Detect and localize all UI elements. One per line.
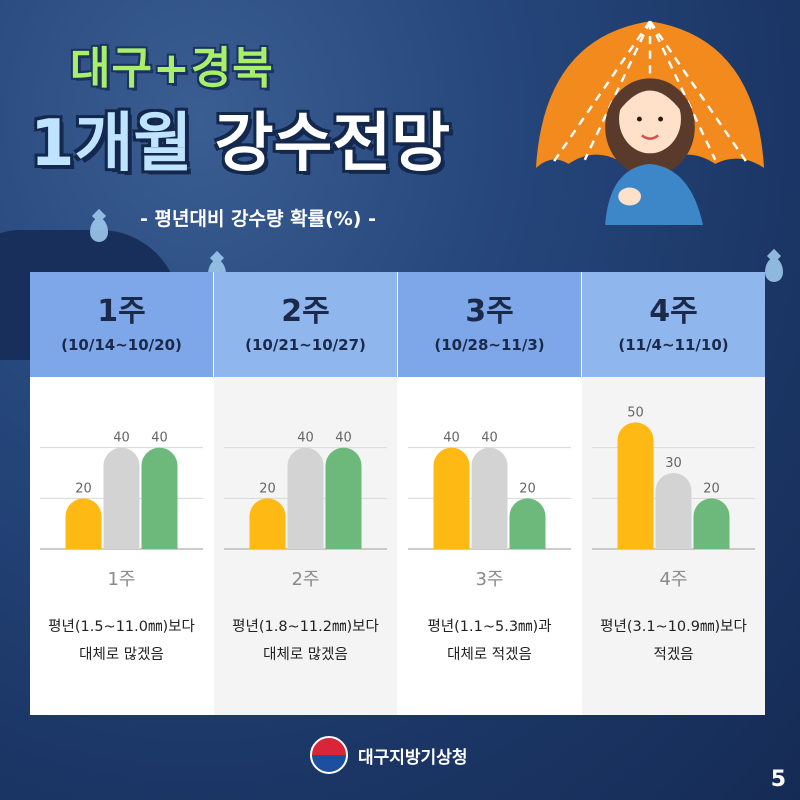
bar <box>249 498 286 549</box>
bar <box>509 498 546 549</box>
week-range: (10/14~10/20) <box>61 336 182 354</box>
week-caption: 2주 <box>291 569 320 590</box>
bar <box>103 447 140 549</box>
week-caption: 4주 <box>659 569 688 590</box>
week-range: (10/21~10/27) <box>245 336 366 354</box>
bar-value-label: 40 <box>481 431 498 446</box>
bar-value-label: 20 <box>703 481 720 496</box>
forecast-table: 1주 (10/14~10/20) 20 40 40 1주 평년(1.5~11.0㎜)… <box>30 272 765 715</box>
description-line: 대체로 많겠음 <box>79 647 164 663</box>
week-body: 40 40 20 3주 평년(1.1~5.3㎜)과 대체로 적겠음 <box>398 377 581 715</box>
bar <box>693 498 730 549</box>
week-description: 평년(3.1~10.9㎜)보다 적겠음 <box>582 613 765 669</box>
week-column: 4주 (11/4~11/10) 50 30 20 4주 평년(3.1~10.9㎜)보… <box>582 272 765 715</box>
week-label: 3주 <box>465 294 514 329</box>
week-label: 4주 <box>649 294 698 329</box>
bar-value-label: 20 <box>519 481 536 496</box>
description-line: 대체로 많겠음 <box>263 647 348 663</box>
week-body: 20 40 40 1주 평년(1.5~11.0㎜)보다 대체로 많겠음 <box>30 377 213 715</box>
description-line: 평년(1.5~11.0㎜)보다 <box>48 619 195 635</box>
week-body: 50 30 20 4주 평년(3.1~10.9㎜)보다 적겠음 <box>582 377 765 715</box>
main-title-highlight: 1개월 <box>30 107 193 181</box>
description-line: 평년(3.1~10.9㎜)보다 <box>600 619 747 635</box>
week-bar-chart: 40 40 20 <box>408 431 571 550</box>
description-line: 대체로 적겠음 <box>447 647 532 663</box>
week-bar-chart: 20 40 40 <box>40 431 203 550</box>
week-column: 2주 (10/21~10/27) 20 40 40 2주 평년(1.8~11.2㎜)… <box>214 272 397 715</box>
description-line: 평년(1.8~11.2㎜)보다 <box>232 619 379 635</box>
bar-value-label: 40 <box>443 431 460 446</box>
agency-name: 대구지방기상청 <box>358 747 468 768</box>
raindrop-icon <box>765 258 783 282</box>
bar-value-label: 20 <box>259 481 276 496</box>
week-range: (10/28~11/3) <box>434 336 545 354</box>
week-description: 평년(1.1~5.3㎜)과 대체로 적겠음 <box>398 613 581 669</box>
bar-value-label: 40 <box>113 431 130 446</box>
week-body: 20 40 40 2주 평년(1.8~11.2㎜)보다 대체로 많겠음 <box>214 377 397 715</box>
bar <box>287 447 324 549</box>
week-caption: 3주 <box>475 569 504 590</box>
week-header: 2주 (10/21~10/27) <box>214 272 397 377</box>
bar <box>655 473 692 549</box>
bar-value-label: 40 <box>151 431 168 446</box>
subtitle: - 평년대비 강수량 확률(%) - <box>140 208 376 230</box>
page-number: 5 <box>770 767 786 792</box>
week-caption: 1주 <box>107 569 136 590</box>
week-bar-chart: 20 40 40 <box>224 431 387 550</box>
kma-logo-icon <box>310 736 348 774</box>
week-column: 1주 (10/14~10/20) 20 40 40 1주 평년(1.5~11.0㎜)… <box>30 272 213 715</box>
week-bar-chart: 50 30 20 <box>592 405 755 550</box>
bar <box>471 447 508 549</box>
bar-value-label: 30 <box>665 456 682 471</box>
bar <box>325 447 362 549</box>
title-region: 대구+경북 1개월 강수전망 - 평년대비 강수량 확률(%) - <box>0 0 800 284</box>
main-title: 1개월 강수전망 <box>30 92 450 184</box>
description-line: 적겠음 <box>653 647 694 663</box>
bar-value-label: 20 <box>75 481 92 496</box>
main-title-rest: 강수전망 <box>214 107 451 181</box>
umbrella-girl-illustration <box>535 20 765 225</box>
week-label: 2주 <box>281 294 330 329</box>
footer: 대구지방기상청 <box>310 735 467 775</box>
bar-value-label: 40 <box>335 431 352 446</box>
week-header: 1주 (10/14~10/20) <box>30 272 213 377</box>
week-description: 평년(1.5~11.0㎜)보다 대체로 많겠음 <box>30 613 213 669</box>
bar <box>65 498 102 549</box>
region-title: 대구+경북 <box>70 43 274 94</box>
week-range: (11/4~11/10) <box>618 336 729 354</box>
bar <box>141 447 178 549</box>
week-header: 4주 (11/4~11/10) <box>582 272 765 377</box>
raindrop-icon <box>90 218 108 242</box>
bar-value-label: 40 <box>297 431 314 446</box>
week-header: 3주 (10/28~11/3) <box>398 272 581 377</box>
bar <box>617 422 654 549</box>
week-column: 3주 (10/28~11/3) 40 40 20 3주 평년(1.1~5.3㎜)과 … <box>398 272 581 715</box>
week-description: 평년(1.8~11.2㎜)보다 대체로 많겠음 <box>214 613 397 669</box>
bar-value-label: 50 <box>627 405 644 420</box>
bar <box>433 447 470 549</box>
week-label: 1주 <box>97 294 146 329</box>
description-line: 평년(1.1~5.3㎜)과 <box>427 619 552 635</box>
